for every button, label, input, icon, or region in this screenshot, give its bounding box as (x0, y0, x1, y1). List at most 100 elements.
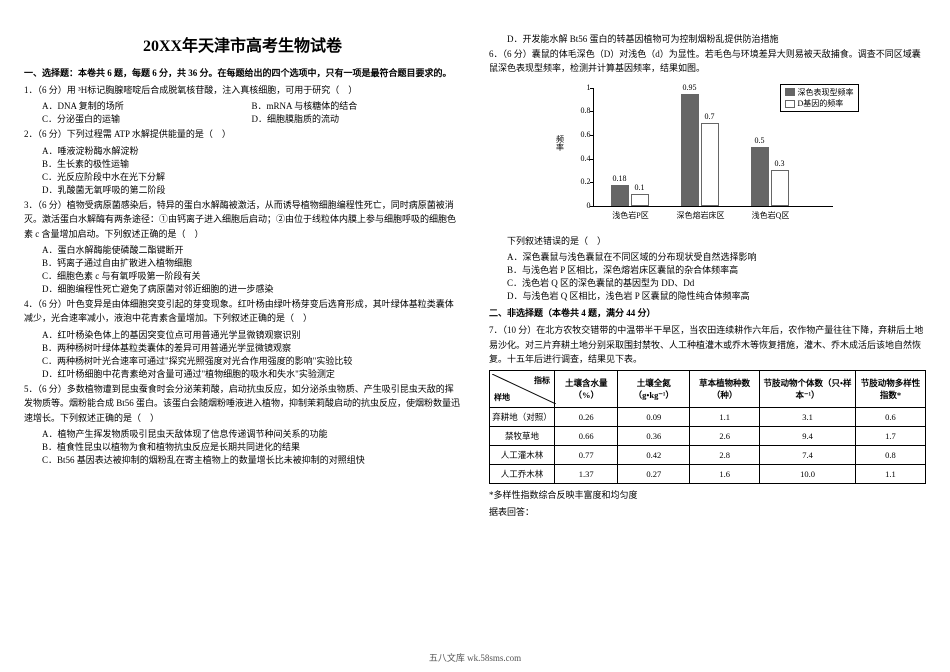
q7-stem: 7．（10 分）在北方农牧交错带的中温带半干旱区，当农田连续耕作六年后，农作物产… (489, 323, 926, 366)
cell: 0.66 (555, 427, 618, 446)
chart-y-axis (593, 88, 594, 206)
cell: 2.8 (690, 446, 760, 465)
cell: 0.6 (855, 408, 925, 427)
ytick-label: 0.6 (569, 130, 591, 139)
bar (751, 147, 769, 206)
table-row: 人工乔木林1.370.271.610.01.1 (490, 465, 926, 484)
q2-opt-d: D．乳酸菌无氧呼吸的第二阶段 (42, 183, 461, 196)
q6-chart: 频率 0 0.2 0.4 0.6 0.8 1 0.18 0.1 浅色岩P区 0.95 0.7 深色熔岩… (553, 80, 863, 230)
col-3: 节肢动物个体数（只•样本⁻¹） (760, 371, 856, 408)
q7-note: *多样性指数综合反映丰富度和均匀度 (489, 488, 926, 502)
table-row: 禁牧草地0.660.362.69.41.7 (490, 427, 926, 446)
legend-label-1: D基因的频率 (798, 98, 844, 109)
ytick-label: 0.2 (569, 177, 591, 186)
bar (681, 94, 699, 206)
q1-opt-a: A．DNA 复制的场所 (42, 99, 252, 112)
bar-value-label: 0.7 (705, 112, 715, 121)
q5-opt-a: A．植物产生挥发物质吸引昆虫天敌体现了信息传递调节种间关系的功能 (42, 427, 461, 440)
cell: 10.0 (760, 465, 856, 484)
bar (631, 194, 649, 206)
q2-stem: 2．（6 分）下列过程需 ATP 水解提供能量的是（ ） (24, 127, 461, 141)
row-label: 人工灌木林 (490, 446, 555, 465)
bar-value-label: 0.3 (775, 159, 785, 168)
bar (701, 123, 719, 206)
cell: 2.6 (690, 427, 760, 446)
legend-swatch-dark (785, 88, 795, 96)
q4-stem: 4．（6 分）叶色变异是由体细胞突变引起的芽变现象。红叶杨由绿叶杨芽变后选育形成… (24, 297, 461, 326)
q7-after: 据表回答： (489, 505, 926, 519)
q6-opt-c: C．浅色岩 Q 区的深色囊鼠的基因型为 DD、Dd (507, 276, 926, 289)
right-column: D．开发能水解 Bt56 蛋白的转基因植物可为控制烟粉乱提供防治措施 6．（6 … (489, 32, 926, 521)
cell: 1.7 (855, 427, 925, 446)
bar-value-label: 0.95 (683, 83, 697, 92)
cell: 1.37 (555, 465, 618, 484)
q7-table: 指标 样地 土壤含水量（%） 土壤全氮（g•kg⁻¹） 草本植物种数（种） 节肢… (489, 370, 926, 484)
q4-opt-d: D．红叶杨细胞中花青素绝对含量可通过"植物细胞的吸水和失水"实验测定 (42, 367, 461, 380)
x-category-label: 深色熔岩床区 (666, 210, 736, 221)
cell: 1.1 (855, 465, 925, 484)
q1-opt-c: C．分泌蛋白的运输 (42, 112, 252, 125)
q6-opt-b: B．与浅色岩 P 区相比，深色熔岩床区囊鼠的杂合体频率高 (507, 263, 926, 276)
table-row: 弃耕地（对照）0.260.091.13.10.6 (490, 408, 926, 427)
ytick-label: 1 (569, 83, 591, 92)
q6-opt-a: A．深色囊鼠与浅色囊鼠在不同区域的分布现状受自然选择影响 (507, 250, 926, 263)
page-footer: 五八文库 wk.58sms.com (0, 651, 950, 664)
x-category-label: 浅色岩P区 (596, 210, 666, 221)
q1-opt-d: D．细胞膜脂质的流动 (252, 112, 462, 125)
q6-opt-d: D．与浅色岩 Q 区相比，浅色岩 P 区囊鼠的隐性纯合体频率高 (507, 289, 926, 302)
row-label: 人工乔木林 (490, 465, 555, 484)
section1-heading: 一、选择题：本卷共 6 题，每题 6 分，共 36 分。在每题给出的四个选项中，… (24, 66, 461, 79)
q5-stem: 5．（6 分）多数植物遭到昆虫蚕食时会分泌茉莉酸，启动抗虫反应，如分泌杀虫物质、… (24, 382, 461, 425)
q4-opt-c: C．两种杨树叶光合速率可通过"探究光照强度对光合作用强度的影响"实验比较 (42, 354, 461, 367)
row-label: 弃耕地（对照） (490, 408, 555, 427)
ytick-label: 0.8 (569, 106, 591, 115)
bar-value-label: 0.18 (613, 174, 627, 183)
legend-swatch-light (785, 100, 795, 108)
cell: 0.42 (618, 446, 690, 465)
q3-opt-c: C．细胞色素 c 与有氧呼吸第一阶段有关 (42, 269, 461, 282)
col-0: 土壤含水量（%） (555, 371, 618, 408)
q6-stem: 6．（6 分）囊鼠的体毛深色（D）对浅色（d）为显性。若毛色与环境差异大则易被天… (489, 47, 926, 76)
table-corner: 指标 样地 (492, 374, 552, 404)
q6-tail: 下列叙述错误的是（ ） (489, 234, 926, 248)
cell: 1.6 (690, 465, 760, 484)
chart-ylabel: 频率 (555, 135, 566, 151)
col-2: 草本植物种数（种） (690, 371, 760, 408)
exam-title: 20XX年天津市高考生物试卷 (24, 32, 461, 56)
q3-opt-d: D．细胞编程性死亡避免了病原菌对邻近细胞的进一步感染 (42, 282, 461, 295)
cell: 0.8 (855, 446, 925, 465)
chart-x-axis (593, 206, 833, 207)
q5-opt-c: C．Bt56 基因表达被抑制的烟粉乱在寄主植物上的数量增长比未被抑制的对照组快 (42, 453, 461, 466)
q3-opt-a: A．蛋白水解酶能使磷酸二酯键断开 (42, 243, 461, 256)
cell: 0.09 (618, 408, 690, 427)
section2-heading: 二、非选择题（本卷共 4 题，满分 44 分） (489, 306, 926, 319)
left-column: 20XX年天津市高考生物试卷 一、选择题：本卷共 6 题，每题 6 分，共 36… (24, 32, 461, 521)
q5-opt-b: B．植食性昆虫以植物为食和植物抗虫反应是长期共同进化的结果 (42, 440, 461, 453)
col-4: 节肢动物多样性指数* (855, 371, 925, 408)
bar (771, 170, 789, 205)
q5-opt-d: D．开发能水解 Bt56 蛋白的转基因植物可为控制烟粉乱提供防治措施 (507, 32, 926, 45)
bar (611, 185, 629, 206)
cell: 0.36 (618, 427, 690, 446)
cell: 3.1 (760, 408, 856, 427)
q1-stem: 1．（6 分）用 ³H标记胸腺嘧啶后合成脱氧核苷酸，注入真核细胞，可用于研究（ … (24, 83, 461, 97)
cell: 0.26 (555, 408, 618, 427)
x-category-label: 浅色岩Q区 (736, 210, 806, 221)
ytick-label: 0.4 (569, 154, 591, 163)
q4-opt-a: A．红叶杨染色体上的基因突变位点可用普通光学显微镜观察识别 (42, 328, 461, 341)
cell: 0.77 (555, 446, 618, 465)
cell: 1.1 (690, 408, 760, 427)
bar-value-label: 0.5 (755, 136, 765, 145)
chart-legend: 深色表现型频率 D基因的频率 (780, 84, 859, 112)
cell: 7.4 (760, 446, 856, 465)
q3-opt-b: B．钙离子通过自由扩散进入植物细胞 (42, 256, 461, 269)
q1-opt-b: B．mRNA 与核糖体的结合 (252, 99, 462, 112)
cell: 0.27 (618, 465, 690, 484)
bar-value-label: 0.1 (635, 183, 645, 192)
cell: 9.4 (760, 427, 856, 446)
legend-label-0: 深色表现型频率 (798, 87, 854, 98)
ytick-label: 0 (569, 201, 591, 210)
corner-bottom: 样地 (494, 392, 510, 403)
table-row: 人工灌木林0.770.422.87.40.8 (490, 446, 926, 465)
q2-opt-b: B．生长素的极性运输 (42, 157, 461, 170)
